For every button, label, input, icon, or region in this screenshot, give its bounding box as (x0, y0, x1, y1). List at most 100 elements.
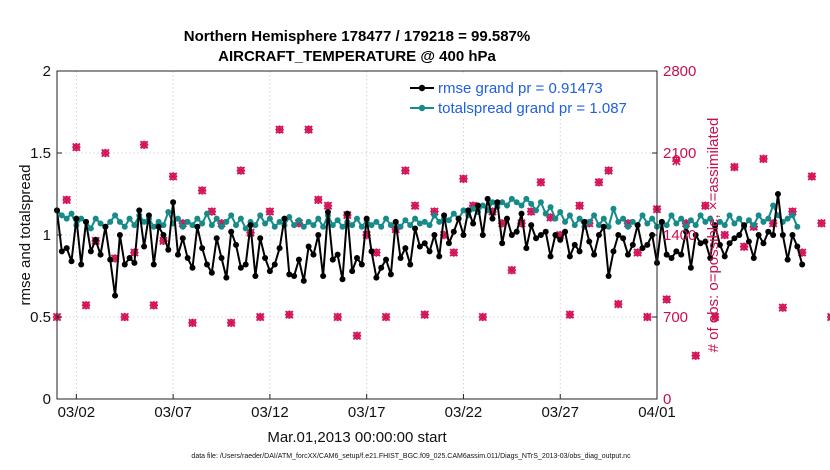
totalspread-point (155, 218, 162, 225)
totalspread-point (194, 215, 201, 222)
obs-assimilated-point (536, 178, 546, 187)
obs-assimilated-point (255, 312, 265, 322)
totalspread-point (416, 220, 423, 227)
obs-assimilated-point (594, 178, 604, 187)
obs-assimilated-point (701, 201, 710, 210)
rmse-point (736, 232, 743, 238)
rmse-point (668, 254, 675, 261)
totalspread-point (639, 212, 646, 219)
y-tick-label: 1 (43, 227, 51, 244)
totalspread-point (595, 222, 602, 229)
totalspread-point (291, 222, 298, 229)
rmse-point (702, 238, 709, 245)
rmse-point (194, 223, 201, 230)
totalspread-point (295, 217, 302, 224)
rmse-point (784, 256, 791, 263)
rmse-point (712, 222, 719, 229)
rmse-point (213, 235, 220, 242)
totalspread-point (141, 218, 148, 225)
rmse-point (349, 268, 356, 275)
rmse-point (663, 251, 670, 258)
legend-totalspread-marker (418, 104, 426, 112)
legend-rmse-label: rmse grand pr = 0.91473 (438, 80, 603, 97)
totalspread-point (368, 222, 375, 229)
rmse-point (770, 232, 777, 238)
y-right-tick-label: 2800 (663, 63, 696, 80)
rmse-point (107, 256, 114, 263)
rmse-point (286, 271, 293, 278)
rmse-point (97, 251, 104, 258)
rmse-point (344, 210, 351, 217)
totalspread-point (402, 217, 409, 224)
totalspread-point (334, 217, 341, 224)
x-tick-label: 03/22 (445, 404, 483, 421)
totalspread-point (223, 218, 230, 225)
rmse-point (392, 218, 399, 225)
rmse-point (533, 235, 540, 242)
totalspread-point (286, 213, 293, 220)
totalspread-point (460, 207, 467, 214)
rmse-point (441, 212, 448, 219)
totalspread-point (624, 223, 631, 230)
obs-assimilated-point (643, 312, 652, 322)
y-right-tick-label: 2100 (663, 145, 696, 162)
totalspread-point (789, 212, 796, 219)
totalspread-point (707, 215, 714, 222)
rmse-point (474, 202, 481, 209)
rmse-point (373, 274, 380, 281)
totalspread-point (310, 222, 317, 229)
rmse-point (537, 232, 544, 238)
rmse-point (247, 222, 254, 229)
totalspread-point (620, 215, 627, 222)
totalspread-point (745, 217, 752, 224)
line-series (54, 191, 806, 299)
x-tick-label: 03/02 (58, 404, 96, 421)
grid (57, 71, 657, 399)
totalspread-point (504, 202, 510, 209)
rmse-point (450, 228, 457, 235)
obs-assimilated-point (62, 195, 71, 205)
rmse-point (150, 261, 157, 268)
obs-assimilated-point (691, 351, 700, 360)
rmse-point (552, 232, 559, 238)
totalspread-point (499, 199, 506, 206)
rmse-point (305, 243, 312, 250)
rmse-point (610, 248, 617, 255)
obs-assimilated-point (420, 310, 429, 319)
y-axis-right-label: # of obs: o=possible; ×=assimilated (705, 118, 722, 353)
rmse-point (571, 241, 578, 248)
totalspread-point (765, 215, 772, 222)
totalspread-point (121, 223, 128, 230)
totalspread-point (257, 212, 264, 219)
rmse-point (204, 261, 210, 268)
rmse-point (624, 251, 631, 258)
totalspread-point (566, 212, 573, 219)
totalspread-point (716, 218, 723, 225)
totalspread-point (305, 218, 312, 225)
rmse-point (591, 251, 598, 258)
totalspread-point (300, 223, 307, 230)
legend-rmse-marker (418, 84, 426, 92)
rmse-point (407, 261, 414, 268)
rmse-point (765, 228, 772, 235)
rmse-point (687, 264, 694, 271)
rmse-point (678, 251, 685, 258)
totalspread-point (150, 223, 157, 230)
rmse-point (116, 232, 123, 238)
totalspread-point (174, 215, 181, 222)
rmse-point (363, 215, 370, 222)
rmse-point (779, 232, 786, 238)
obs-assimilated-point (807, 172, 817, 181)
rmse-point (329, 256, 336, 263)
totalspread-point (683, 223, 690, 230)
totalspread-point (445, 217, 452, 224)
totalspread-point (678, 215, 685, 222)
totalspread-point (629, 218, 636, 225)
totalspread-point (687, 217, 694, 224)
rmse-point (445, 240, 452, 247)
rmse-point (499, 240, 506, 247)
rmse-point (412, 225, 419, 232)
totalspread-point (649, 215, 656, 222)
rmse-point (121, 261, 128, 268)
x-tick-label: 03/27 (541, 404, 579, 421)
